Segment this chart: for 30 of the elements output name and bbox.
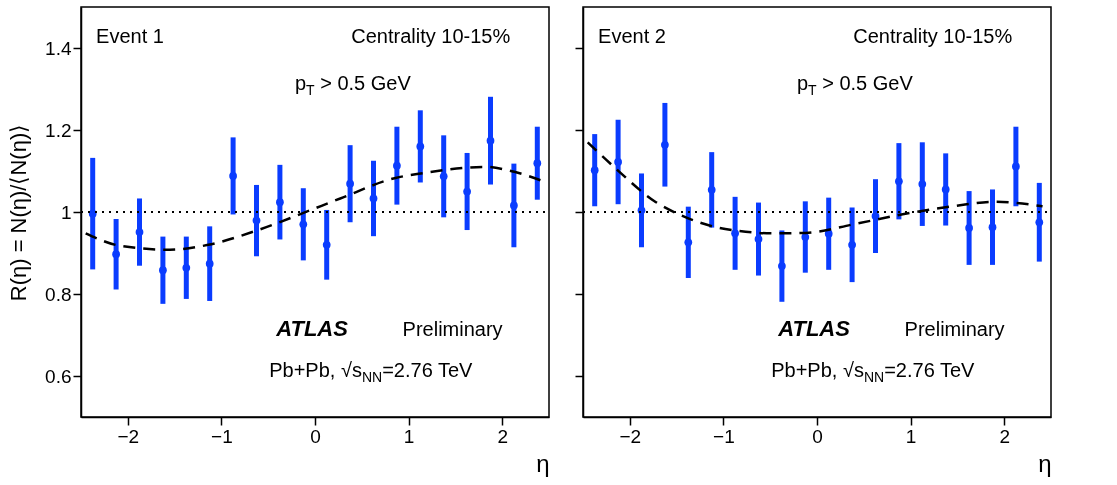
annotation: ATLAS <box>276 316 348 342</box>
annotation: Centrality 10-15% <box>351 24 511 48</box>
x-tick-label: 2 <box>999 425 1010 447</box>
annotation: Centrality 10-15% <box>853 24 1013 48</box>
x-tick-label: 0 <box>310 425 321 447</box>
annotation: Pb+Pb, √s$_{NN}$=2.76 TeV <box>771 359 975 386</box>
x-tick-label: −2 <box>117 425 140 447</box>
annotation: ATLAS <box>778 316 850 342</box>
x-tick-label: 2 <box>497 425 508 447</box>
annotation: Preliminary <box>904 317 1005 341</box>
x-tick-label: 1 <box>403 425 415 447</box>
y-tick-label: 1.2 <box>45 119 72 141</box>
x-tick-label: 0 <box>812 425 823 447</box>
x-tick-label: −1 <box>211 425 233 447</box>
x-axis-title: η <box>536 449 550 477</box>
x-tick-label: −1 <box>713 425 735 447</box>
annotation: Preliminary <box>402 317 503 341</box>
y-tick-label: 1.4 <box>45 37 72 59</box>
annotation: Event 1 <box>96 24 164 48</box>
x-tick-label: −2 <box>619 425 642 447</box>
x-axis-title: η <box>1038 449 1052 477</box>
y-axis-title: R(η) = N(η)/⟨N(η)⟩ <box>6 123 32 302</box>
y-tick-label: 1 <box>60 201 72 223</box>
y-tick-label: 0.6 <box>45 365 72 387</box>
y-tick-label: 0.8 <box>45 283 72 305</box>
annotation: p$_{T}$ > 0.5 GeV <box>796 72 913 99</box>
annotation: Event 2 <box>598 24 666 48</box>
annotation: Pb+Pb, √s$_{NN}$=2.76 TeV <box>269 359 473 386</box>
annotation: p$_{T}$ > 0.5 GeV <box>294 72 411 99</box>
x-tick-label: 1 <box>905 425 917 447</box>
